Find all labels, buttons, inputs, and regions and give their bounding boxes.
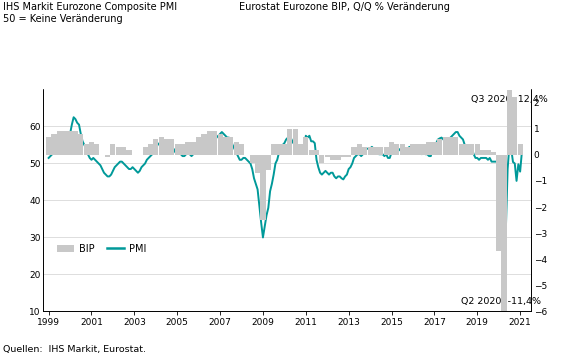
Bar <box>496 155 501 251</box>
Bar <box>410 144 415 155</box>
Bar <box>169 139 174 155</box>
Bar <box>394 144 399 155</box>
Bar <box>432 142 437 155</box>
Bar <box>175 144 180 155</box>
Bar <box>448 136 453 155</box>
Bar <box>116 147 121 155</box>
Bar <box>207 131 212 155</box>
Bar <box>89 142 94 155</box>
Bar <box>341 155 346 158</box>
Bar <box>46 136 51 155</box>
Bar <box>426 142 432 155</box>
Bar <box>373 147 378 155</box>
Bar <box>260 155 265 220</box>
Bar <box>293 129 298 155</box>
Bar <box>57 131 62 155</box>
Bar <box>379 147 383 155</box>
Legend: BIP, PMI: BIP, PMI <box>53 240 150 258</box>
Bar <box>501 155 507 358</box>
Bar <box>51 134 57 155</box>
Bar <box>400 144 405 155</box>
Bar <box>491 152 496 155</box>
Bar <box>78 134 83 155</box>
Bar <box>143 147 148 155</box>
Bar <box>309 150 314 155</box>
Bar <box>234 142 239 155</box>
Bar <box>218 134 223 155</box>
Bar <box>475 144 480 155</box>
Bar <box>335 155 340 160</box>
Bar <box>416 144 421 155</box>
Bar <box>443 136 448 155</box>
Bar <box>191 142 196 155</box>
Bar <box>68 131 73 155</box>
Bar <box>512 97 518 155</box>
Bar <box>239 144 244 155</box>
Bar <box>357 144 362 155</box>
Bar <box>469 144 474 155</box>
Bar <box>330 155 335 160</box>
Bar <box>454 136 458 155</box>
Bar <box>276 144 282 155</box>
Text: Q2 2020: -11,4%: Q2 2020: -11,4% <box>462 297 541 306</box>
Bar <box>62 131 68 155</box>
Bar <box>485 150 490 155</box>
Bar <box>314 150 319 155</box>
Bar <box>304 136 308 155</box>
Text: Eurostat Eurozone BIP, Q/Q % Veränderung: Eurostat Eurozone BIP, Q/Q % Veränderung <box>239 2 450 12</box>
Bar <box>480 150 485 155</box>
Bar <box>201 134 207 155</box>
Bar <box>153 139 158 155</box>
Bar <box>159 136 164 155</box>
Bar <box>351 147 357 155</box>
Text: 50 = Keine Veränderung: 50 = Keine Veränderung <box>3 14 122 24</box>
Bar <box>84 144 89 155</box>
Bar <box>368 147 373 155</box>
Bar <box>255 155 260 173</box>
Bar <box>180 144 185 155</box>
Bar <box>196 136 201 155</box>
Bar <box>405 147 410 155</box>
Bar <box>185 142 190 155</box>
Bar <box>389 142 394 155</box>
Bar <box>110 144 115 155</box>
Bar <box>223 136 228 155</box>
Bar <box>319 155 324 163</box>
Bar <box>121 147 126 155</box>
Bar <box>287 129 293 155</box>
Bar <box>362 147 368 155</box>
Bar <box>250 155 255 163</box>
Bar <box>228 136 233 155</box>
Bar <box>148 144 153 155</box>
Bar <box>164 139 169 155</box>
Bar <box>346 155 351 158</box>
Bar <box>266 155 271 170</box>
Text: Quellen:  IHS Markit, Eurostat.: Quellen: IHS Markit, Eurostat. <box>3 345 146 354</box>
Bar <box>105 155 110 158</box>
Bar <box>73 131 78 155</box>
Bar <box>325 155 330 158</box>
Bar <box>271 144 276 155</box>
Bar <box>94 144 99 155</box>
Bar <box>384 147 389 155</box>
Bar <box>298 144 303 155</box>
Bar <box>126 150 132 155</box>
Bar <box>459 144 464 155</box>
Text: Q3 2020: 12,4%: Q3 2020: 12,4% <box>471 95 548 104</box>
Bar <box>437 139 443 155</box>
Bar <box>518 144 523 155</box>
Bar <box>421 144 426 155</box>
Bar <box>212 131 218 155</box>
Bar <box>282 144 287 155</box>
Bar <box>464 144 469 155</box>
Bar <box>507 0 512 155</box>
Text: IHS Markit Eurozone Composite PMI: IHS Markit Eurozone Composite PMI <box>3 2 177 12</box>
